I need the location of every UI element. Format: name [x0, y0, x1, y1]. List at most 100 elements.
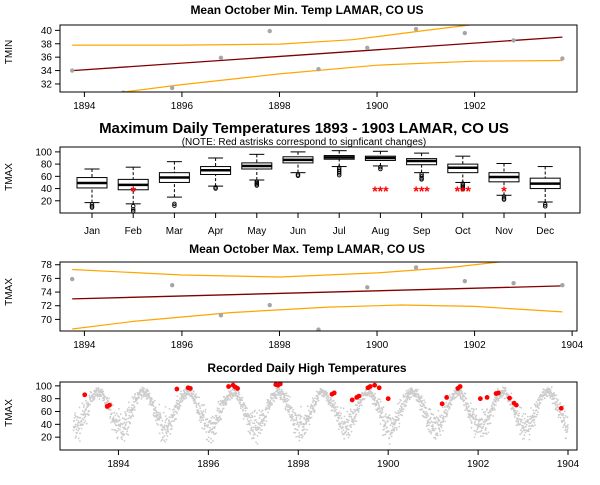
daily-dot	[504, 387, 507, 389]
daily-dot	[553, 393, 555, 396]
daily-dot	[469, 410, 472, 413]
significance-star-aug: ***	[372, 183, 389, 199]
daily-dot	[393, 428, 396, 431]
daily-dot	[563, 417, 566, 420]
daily-dot	[410, 396, 412, 399]
daily-dot	[476, 418, 478, 421]
daily-dot	[557, 416, 560, 419]
daily-dot	[415, 389, 417, 392]
daily-dot	[280, 388, 283, 391]
daily-dot	[212, 440, 214, 442]
daily-dot	[177, 399, 180, 402]
daily-dot	[200, 419, 203, 422]
daily-dot	[153, 412, 156, 414]
record-high-dot	[457, 384, 463, 389]
daily-dot	[426, 413, 429, 416]
daily-dot	[530, 420, 533, 423]
daily-dot	[85, 422, 88, 425]
daily-dot	[518, 414, 520, 417]
daily-dot	[534, 412, 536, 415]
daily-dot	[562, 412, 565, 415]
daily-dot	[502, 394, 504, 397]
daily-dot	[161, 419, 164, 422]
daily-dot	[155, 409, 158, 412]
daily-dot	[275, 397, 278, 400]
daily-dot	[82, 406, 85, 409]
daily-dot	[401, 414, 404, 417]
panel-max-temp-point	[267, 302, 272, 308]
daily-dot	[479, 435, 482, 438]
daily-dot	[415, 390, 418, 393]
daily-dot	[278, 389, 280, 391]
daily-dot	[424, 410, 427, 413]
daily-dot	[74, 414, 76, 417]
daily-dot	[537, 411, 539, 413]
daily-dot	[562, 426, 564, 429]
daily-dot	[492, 415, 495, 417]
panel-min-temp-ytick-label: 34	[41, 66, 53, 77]
daily-dot	[443, 410, 446, 413]
daily-dot	[327, 396, 330, 399]
daily-dot	[167, 430, 170, 433]
daily-dot	[553, 392, 555, 394]
daily-dot	[378, 410, 381, 413]
daily-dot	[314, 397, 316, 399]
daily-dot	[504, 389, 507, 392]
daily-dot	[379, 409, 382, 412]
daily-dot	[355, 413, 358, 415]
daily-dot	[315, 390, 318, 393]
daily-dot	[130, 415, 133, 418]
daily-dot	[325, 397, 328, 399]
daily-dot	[415, 395, 418, 398]
record-high-dot	[82, 392, 88, 398]
daily-dot	[253, 437, 255, 440]
daily-dot	[256, 429, 258, 432]
daily-dot	[402, 408, 405, 411]
daily-dot	[497, 399, 500, 402]
daily-dot	[522, 421, 524, 424]
daily-dot	[402, 394, 405, 397]
panel-boxplot-ytick-label: 40	[41, 184, 53, 195]
daily-dot	[149, 401, 152, 404]
daily-dot	[92, 392, 95, 395]
panel-min-temp: Mean October Min. Temp LAMAR, CO US TMIN…	[4, 3, 578, 112]
daily-dot	[290, 419, 292, 422]
panel-min-temp-point	[413, 26, 419, 32]
daily-dot	[210, 441, 213, 444]
daily-dot	[342, 407, 345, 410]
daily-dot	[291, 406, 293, 409]
panel-min-temp-xtick-label: 1902	[463, 101, 486, 112]
daily-dot	[132, 407, 135, 410]
daily-dot	[247, 430, 250, 433]
daily-dot	[188, 392, 191, 395]
daily-dot	[404, 392, 407, 395]
daily-dot	[219, 402, 222, 405]
daily-dot	[117, 427, 120, 430]
daily-dot	[481, 418, 484, 421]
daily-dot	[472, 416, 475, 419]
daily-dot	[521, 430, 524, 433]
daily-dot	[340, 412, 342, 415]
box-outlier	[378, 166, 383, 172]
daily-dot	[473, 413, 476, 416]
daily-dot	[432, 428, 435, 430]
daily-dot	[385, 413, 387, 416]
daily-dot	[78, 406, 81, 409]
panel-min-temp-title: Mean October Min. Temp LAMAR, CO US	[190, 3, 423, 17]
daily-dot	[541, 398, 544, 401]
daily-dot	[344, 432, 347, 434]
daily-dot	[527, 421, 529, 423]
daily-dot	[564, 426, 567, 429]
daily-dot	[383, 434, 385, 436]
daily-dot	[73, 420, 75, 422]
daily-dot	[343, 415, 346, 418]
daily-dot	[180, 398, 183, 401]
daily-dot	[84, 415, 87, 418]
daily-dot	[548, 393, 551, 396]
daily-dot	[436, 434, 439, 437]
daily-dot	[379, 400, 382, 403]
record-high-dot	[174, 386, 180, 392]
daily-dot	[162, 411, 165, 414]
record-high-dot	[187, 386, 193, 391]
daily-dot	[107, 400, 110, 403]
